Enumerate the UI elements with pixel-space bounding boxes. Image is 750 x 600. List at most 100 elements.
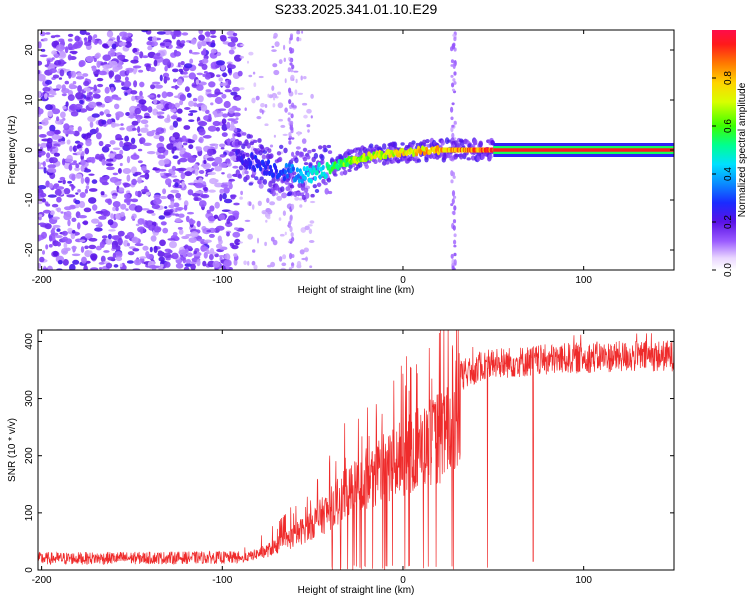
- ridge-halo: [478, 141, 483, 148]
- noise-blob: [244, 219, 251, 222]
- noise-blob: [97, 83, 104, 88]
- ridge-halo: [299, 151, 304, 157]
- noise-blob: [105, 163, 114, 167]
- noise-blob: [307, 129, 310, 133]
- noise-blob: [271, 92, 278, 99]
- ridge-cell: [274, 168, 279, 174]
- noise-blob: [85, 139, 92, 147]
- noise-blob: [152, 56, 161, 60]
- spectrogram-ylabel: Frequency (Hz): [7, 116, 18, 185]
- stripe-blob: [453, 81, 457, 85]
- noise-blob: [105, 262, 113, 269]
- stripe-blob: [291, 151, 295, 157]
- noise-blob: [82, 73, 89, 77]
- noise-blob: [141, 165, 147, 172]
- noise-blob: [112, 172, 119, 176]
- noise-blob: [170, 201, 175, 206]
- noise-blob: [155, 52, 161, 57]
- noise-blob: [44, 93, 48, 100]
- noise-blob: [179, 94, 186, 102]
- noise-blob: [43, 37, 48, 42]
- ridge-halo: [323, 182, 328, 186]
- noise-blob: [137, 148, 143, 152]
- noise-blob: [227, 63, 233, 70]
- noise-blob: [284, 107, 288, 113]
- noise-blob: [76, 151, 82, 156]
- noise-blob: [261, 109, 264, 115]
- noise-blob: [204, 73, 211, 80]
- ridge-halo: [447, 139, 452, 143]
- noise-blob: [205, 169, 213, 173]
- noise-blob: [56, 116, 60, 122]
- noise-blob: [170, 189, 180, 194]
- noise-blob: [58, 38, 65, 43]
- noise-blob: [239, 87, 245, 90]
- ridge-cell: [384, 154, 388, 160]
- noise-blob: [90, 156, 96, 164]
- noise-blob: [226, 173, 232, 179]
- noise-blob: [178, 157, 188, 163]
- noise-blob: [85, 185, 90, 190]
- ridge-cell: [251, 154, 255, 160]
- noise-blob: [303, 114, 308, 119]
- colorbar: 0.0 0.2 0.4 0.6 0.8 Normalized spectral ampl…: [712, 30, 748, 277]
- noise-blob: [38, 41, 42, 49]
- noise-blob: [101, 119, 107, 125]
- noise-blob: [305, 256, 308, 262]
- noise-blob: [120, 203, 127, 210]
- stripe-blob: [451, 171, 455, 177]
- noise-blob: [38, 214, 43, 218]
- noise-blob: [264, 241, 267, 247]
- noise-blob: [310, 115, 313, 119]
- noise-blob: [48, 63, 55, 68]
- noise-blob: [124, 193, 131, 199]
- ridge-halo: [296, 191, 301, 196]
- stripe-blob: [450, 179, 454, 184]
- noise-blob: [240, 190, 244, 196]
- ridge-halo: [326, 144, 332, 149]
- ridge-cell: [309, 178, 313, 184]
- noise-blob: [140, 119, 149, 125]
- noise-blob: [95, 210, 105, 214]
- ridge-cell: [247, 157, 251, 163]
- ridge-halo: [237, 140, 243, 146]
- noise-blob: [61, 248, 69, 255]
- noise-blob: [183, 266, 190, 270]
- noise-blob: [71, 253, 81, 257]
- noise-blob: [260, 103, 265, 108]
- noise-blob: [45, 79, 52, 85]
- noise-blob: [281, 192, 287, 199]
- noise-blob: [191, 52, 200, 55]
- noise-blob: [295, 146, 301, 150]
- noise-blob: [38, 60, 43, 66]
- noise-blob: [239, 196, 243, 200]
- noise-blob: [81, 151, 85, 157]
- ridge-cell: [271, 172, 276, 178]
- noise-blob: [81, 133, 87, 139]
- noise-blob: [181, 32, 189, 36]
- noise-blob: [38, 134, 47, 138]
- noise-blob: [119, 127, 125, 131]
- ridge-halo: [440, 139, 445, 146]
- ridge-cell: [253, 167, 257, 173]
- noise-blob: [42, 209, 52, 214]
- noise-blob: [259, 108, 263, 113]
- noise-blob: [198, 128, 206, 136]
- stripe-blob: [287, 222, 291, 229]
- noise-blob: [176, 108, 183, 114]
- noise-blob: [59, 119, 64, 124]
- noise-blob: [96, 132, 102, 140]
- noise-blob: [153, 245, 158, 253]
- noise-blob: [264, 123, 269, 126]
- noise-blob: [177, 227, 183, 230]
- noise-blob: [198, 34, 206, 41]
- noise-blob: [170, 175, 178, 178]
- ridge-cell: [303, 175, 307, 181]
- noise-blob: [306, 108, 312, 114]
- ridge-halo: [259, 176, 264, 181]
- noise-blob: [271, 45, 275, 49]
- noise-blob: [57, 180, 63, 183]
- noise-blob: [139, 81, 145, 88]
- noise-blob: [218, 255, 226, 258]
- stripe-blob: [289, 125, 293, 131]
